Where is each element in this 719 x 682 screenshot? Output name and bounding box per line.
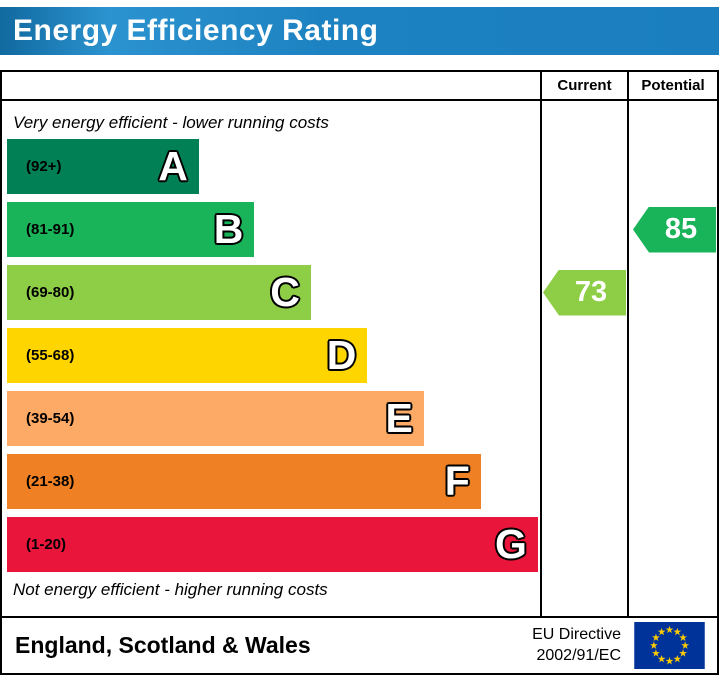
top-note: Very energy efficient - lower running co… <box>13 113 329 132</box>
band-letter: C <box>270 269 300 315</box>
bottom-note: Not energy efficient - higher running co… <box>13 580 328 599</box>
bands-column: Very energy efficient - lower running co… <box>2 101 540 616</box>
band-letter: G <box>494 521 527 567</box>
band-row-d: (55-68) D <box>7 328 540 383</box>
band-range: (1-20) <box>26 536 67 553</box>
band-bar-f: (21-38) F <box>7 454 481 509</box>
energy-efficiency-rating-chart: Energy Efficiency Rating Current Potenti… <box>0 7 719 682</box>
band-bar-a: (92+) A <box>7 139 199 194</box>
band-row-a: (92+) A <box>7 139 540 194</box>
potential-column-header: Potential <box>627 72 717 99</box>
band-range: (92+) <box>26 158 62 175</box>
band-row-e: (39-54) E <box>7 391 540 446</box>
rating-table: Current Potential Very energy efficient … <box>0 70 719 675</box>
band-bar-d: (55-68) D <box>7 328 368 383</box>
potential-column: 85 <box>627 101 717 616</box>
eu-directive-line2: 2002/91/EC <box>536 646 621 664</box>
eu-directive-line1: EU Directive <box>532 625 621 643</box>
band-range: (55-68) <box>26 347 75 364</box>
band-letter: D <box>326 332 357 378</box>
band-row-g: (1-20) G <box>7 517 540 572</box>
eu-flag-icon <box>634 622 705 669</box>
table-footer-row: England, Scotland & Wales EU Directive 2… <box>2 616 717 673</box>
band-row-f: (21-38) F <box>7 454 540 509</box>
header-spacer <box>2 72 540 99</box>
band-range: (39-54) <box>26 410 75 427</box>
title-banner: Energy Efficiency Rating <box>0 7 719 55</box>
current-column-header: Current <box>540 72 627 99</box>
potential-rating-arrow: 85 <box>633 206 716 253</box>
band-bar-b: (81-91) B <box>7 202 255 257</box>
bands: (92+) A (81-91) B (69-80) C (55-68) D (39-54) E (2… <box>2 139 540 572</box>
chart-title: Energy Efficiency Rating <box>13 14 379 47</box>
current-column: 73 <box>540 101 627 616</box>
band-letter: F <box>444 458 470 504</box>
eu-directive-label: EU Directive 2002/91/EC <box>532 625 621 667</box>
band-row-c: (69-80) C <box>7 265 540 320</box>
band-row-b: (81-91) B <box>7 202 540 257</box>
band-range: (69-80) <box>26 284 75 301</box>
table-body: Very energy efficient - lower running co… <box>2 101 717 616</box>
band-bar-g: (1-20) G <box>7 517 538 572</box>
band-letter: E <box>385 395 413 441</box>
region-label: England, Scotland & Wales <box>15 632 311 658</box>
band-range: (81-91) <box>26 221 75 238</box>
band-range: (21-38) <box>26 473 75 490</box>
table-header-row: Current Potential <box>2 72 717 101</box>
band-bar-e: (39-54) E <box>7 391 424 446</box>
band-letter: A <box>158 143 188 189</box>
band-bar-c: (69-80) C <box>7 265 311 320</box>
band-letter: B <box>213 206 244 252</box>
current-rating-arrow: 73 <box>543 269 626 316</box>
